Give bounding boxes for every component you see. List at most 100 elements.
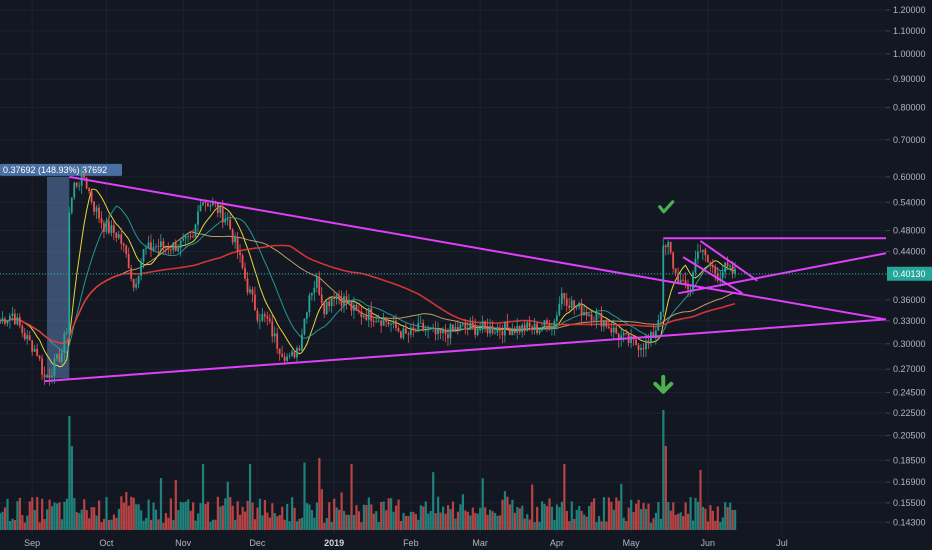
candle-body (48, 375, 51, 377)
volume-bar (444, 513, 447, 530)
volume-bar (699, 470, 702, 530)
volume-bar (513, 512, 516, 530)
volume-bar (674, 514, 677, 530)
candle-body (229, 219, 232, 230)
candle-body (474, 325, 477, 335)
candle-body (296, 348, 298, 358)
volume-bar (33, 510, 36, 530)
volume-bar (442, 506, 445, 530)
price-axis[interactable]: 1.20000 1.10000 1.00000 0.90000 0.80000 0.700… (886, 0, 932, 550)
trendline-5[interactable] (682, 256, 743, 295)
volume-bar (172, 520, 175, 530)
candle-body (107, 221, 110, 233)
candle-body (593, 320, 595, 322)
candle-body (652, 332, 655, 337)
candle-body (184, 236, 187, 239)
volume-bar (570, 501, 573, 530)
candle-body (630, 336, 632, 343)
candle-body (380, 320, 383, 326)
time-axis[interactable]: Sep Oct Nov Dec 2019 Feb Mar Apr May Jun Jul (0, 534, 886, 550)
measure-label: 0.37692 (148.93%) 37692 (3, 165, 107, 175)
volume-bar (417, 519, 420, 530)
candle-body (588, 314, 590, 316)
candle-body (526, 322, 529, 332)
volume-bar (85, 510, 88, 530)
volume-bar (347, 514, 351, 530)
time-tick-label: 2019 (324, 538, 344, 548)
volume-bar (459, 504, 462, 530)
trendline-1[interactable] (44, 318, 887, 383)
candle-body (447, 333, 449, 339)
candle-body (16, 317, 19, 325)
volume-bar (6, 498, 9, 530)
candle-body (85, 177, 88, 189)
price-tick-label: 0.27000 (893, 364, 926, 374)
candle-body (179, 240, 182, 249)
candle-body (209, 205, 212, 207)
volume-bar (261, 515, 264, 530)
ma-line-10 (0, 188, 736, 368)
candle-body (538, 330, 541, 333)
candle-body (204, 201, 207, 203)
volume-bar (370, 504, 373, 530)
volume-bar (657, 501, 660, 530)
candle-body (370, 308, 373, 321)
volume-bar (687, 513, 690, 530)
candle-body (533, 323, 536, 330)
candle-body (496, 327, 499, 333)
volume-bar (328, 502, 331, 530)
volume-bar (719, 522, 722, 530)
volume-bar (575, 509, 578, 530)
candle-body (1, 318, 4, 322)
candle-body (375, 321, 378, 323)
candle-body (682, 279, 684, 281)
candle-body (654, 330, 657, 337)
candle-body (202, 201, 204, 205)
volume-bar (392, 511, 395, 530)
candle-body (169, 249, 172, 251)
volume-bar (83, 499, 86, 530)
volume-bar (3, 507, 7, 530)
candle-body (541, 328, 543, 331)
price-tick-label: 0.22500 (893, 408, 926, 418)
candle-body (261, 314, 264, 321)
volume-bar (615, 497, 618, 530)
trendline-3[interactable] (677, 252, 887, 295)
volume-bar (538, 521, 541, 530)
candle-body (385, 318, 387, 322)
candle-body (164, 246, 167, 248)
volume-bar (652, 518, 655, 530)
trendline-0[interactable] (69, 175, 887, 321)
candle-body (677, 273, 680, 285)
volume-bar (701, 506, 705, 530)
candle-body (429, 328, 432, 330)
volume-bar (154, 509, 158, 530)
volume-bar (474, 512, 477, 530)
candle-body (367, 308, 370, 320)
volume-bar (437, 496, 440, 530)
candle-body (120, 234, 123, 244)
volume-bar (627, 507, 630, 530)
volume-bar (526, 514, 529, 530)
candle-body (434, 327, 437, 335)
volume-bar (531, 484, 534, 530)
volume-bar (248, 464, 252, 530)
volume-bar (335, 507, 338, 530)
volume-bar (424, 501, 427, 530)
candle-body (679, 279, 682, 285)
volume-bar (588, 506, 591, 530)
volume-bar (649, 522, 653, 530)
candle-body (484, 321, 486, 327)
volume-bar (689, 497, 692, 530)
candle-body (414, 329, 417, 332)
volume-bar (68, 416, 71, 530)
candle-body (318, 276, 321, 295)
volume-bar (31, 497, 34, 530)
candle-body (172, 242, 175, 251)
volume-bar (78, 513, 81, 530)
candle-body (546, 320, 548, 324)
volume-bar (422, 506, 425, 530)
volume-bar (112, 514, 116, 530)
volume-bar (164, 513, 168, 530)
